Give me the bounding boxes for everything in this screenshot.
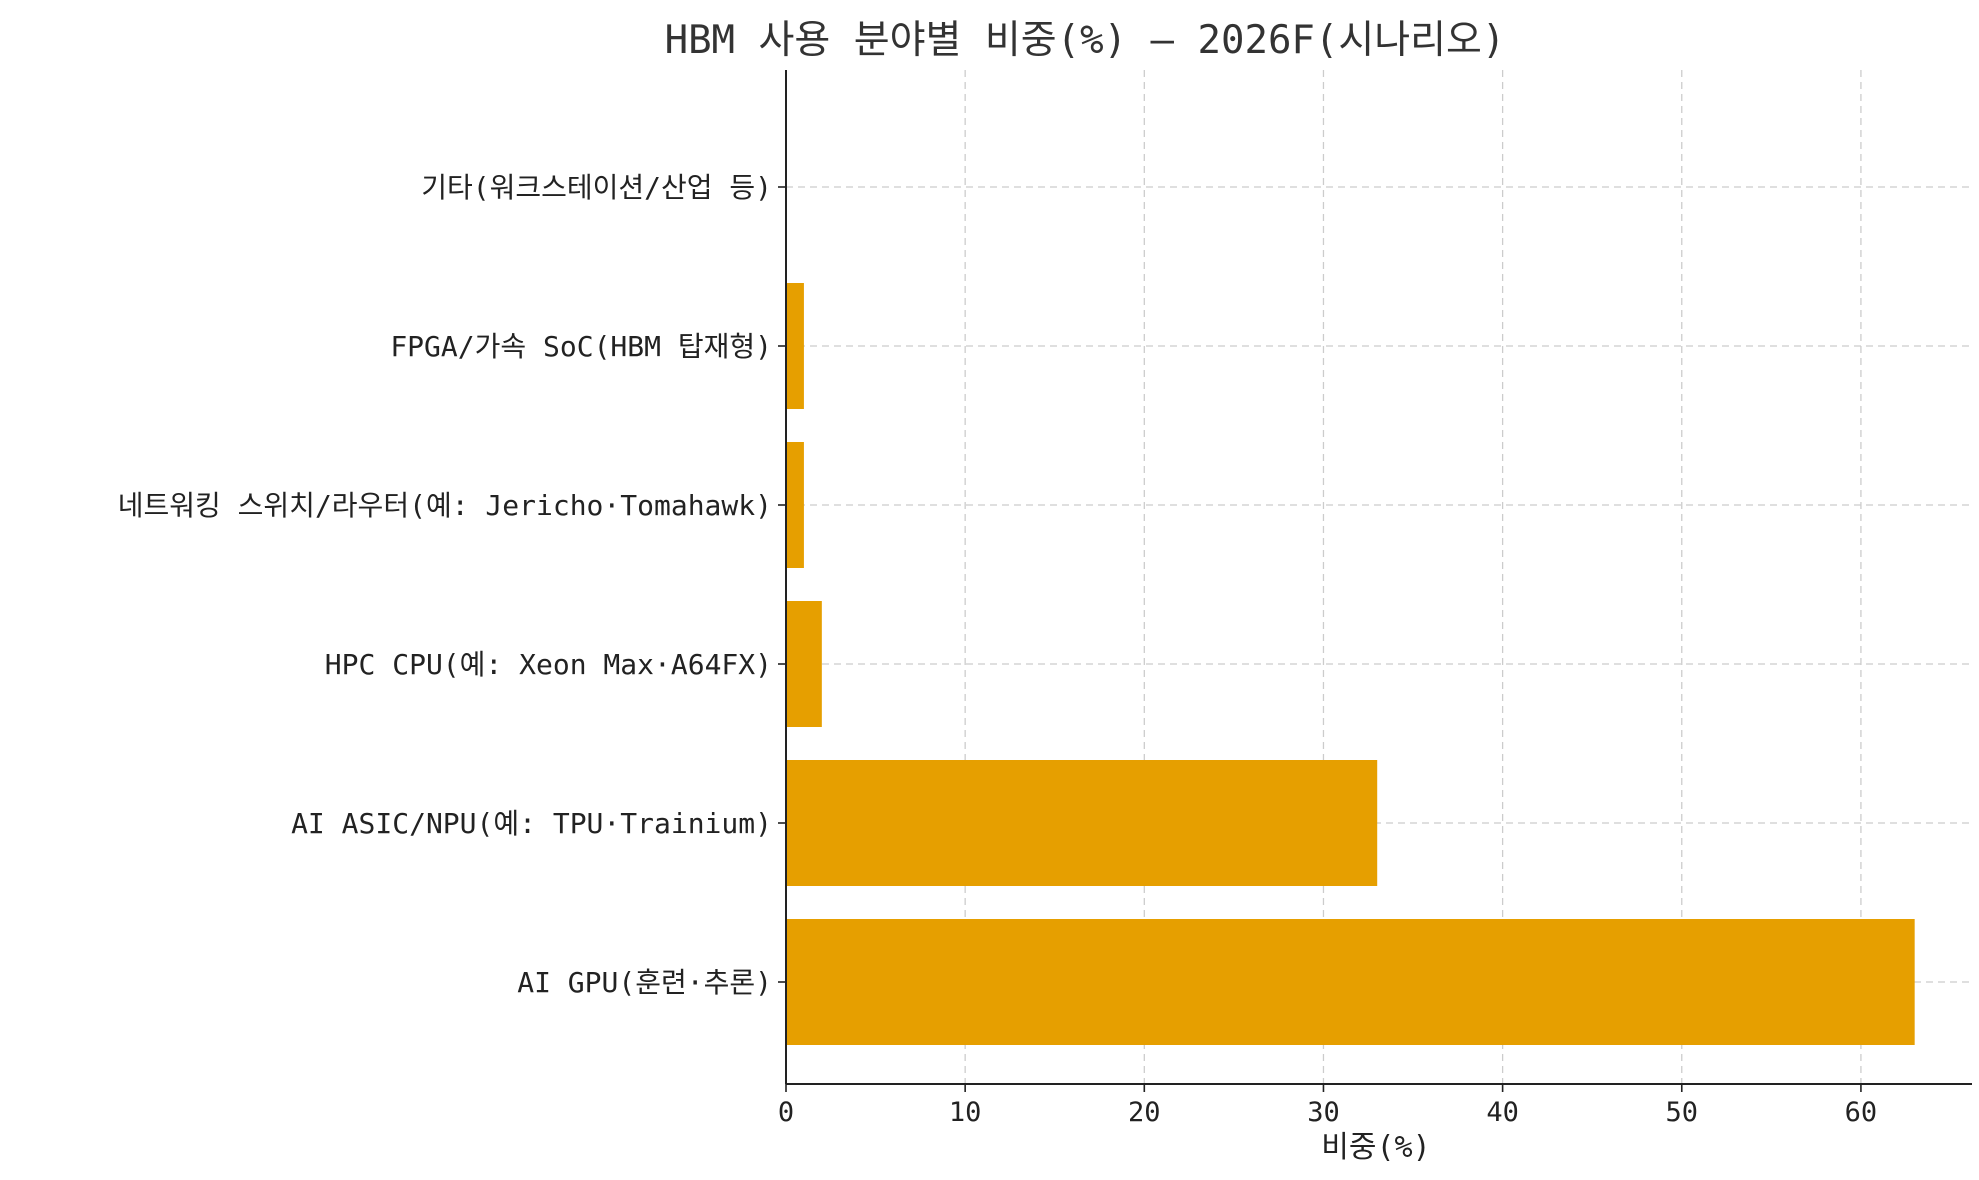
bar-2 <box>786 601 822 727</box>
x-tick-label-40: 40 <box>1486 1097 1519 1128</box>
bar-1 <box>786 760 1378 886</box>
bar-3 <box>786 442 804 568</box>
x-tick-label-30: 30 <box>1307 1097 1340 1128</box>
category-label-3: 네트워킹 스위치/라우터(예: Jericho·Tomahawk) <box>118 489 772 522</box>
bar-0 <box>786 919 1915 1045</box>
label-layer: AI GPU(훈련·추론) AI ASIC/NPU(예: TPU·Trainium… <box>118 171 1877 1128</box>
category-label-0: AI GPU(훈련·추론) <box>517 966 772 999</box>
category-label-1: AI ASIC/NPU(예: TPU·Trainium) <box>291 807 772 840</box>
bar-layer <box>786 283 1915 1045</box>
x-axis-title: 비중(%) <box>1321 1130 1430 1165</box>
x-tick-label-0: 0 <box>778 1097 794 1128</box>
grid-layer <box>785 70 1972 1084</box>
x-tick-label-10: 10 <box>949 1097 982 1128</box>
category-label-2: HPC CPU(예: Xeon Max·A64FX) <box>325 648 772 681</box>
chart-title: HBM 사용 분야별 비중(%) — 2026F(시나리오) <box>665 18 1506 63</box>
x-tick-label-60: 60 <box>1845 1097 1878 1128</box>
category-label-4: FPGA/가속 SoC(HBM 탑재형) <box>390 330 772 363</box>
category-label-5: 기타(워크스테이션/산업 등) <box>421 171 772 204</box>
bar-4 <box>786 283 804 409</box>
x-tick-label-50: 50 <box>1666 1097 1699 1128</box>
x-tick-label-20: 20 <box>1128 1097 1161 1128</box>
axis-layer <box>778 70 1972 1092</box>
